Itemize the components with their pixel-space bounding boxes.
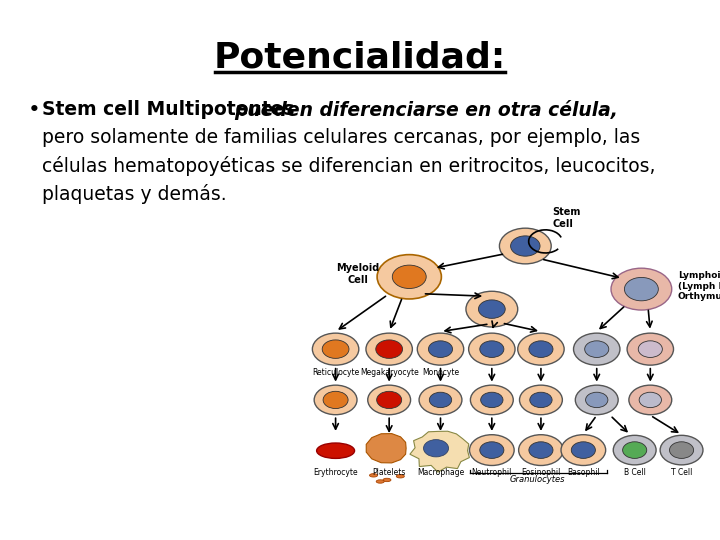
- Circle shape: [377, 392, 402, 409]
- Circle shape: [624, 278, 658, 301]
- Circle shape: [480, 442, 504, 458]
- Circle shape: [530, 392, 552, 408]
- Polygon shape: [410, 431, 469, 472]
- Ellipse shape: [369, 474, 377, 477]
- Text: pero solamente de familias celulares cercanas, por ejemplo, las: pero solamente de familias celulares cer…: [42, 128, 640, 147]
- Text: Macrophage: Macrophage: [417, 468, 464, 477]
- Circle shape: [670, 442, 693, 458]
- Circle shape: [638, 341, 662, 357]
- Text: Granulocytes: Granulocytes: [510, 475, 566, 484]
- Circle shape: [480, 341, 504, 357]
- Text: Erythrocyte: Erythrocyte: [313, 468, 358, 477]
- Circle shape: [585, 392, 608, 408]
- Text: Basophil: Basophil: [567, 468, 600, 477]
- Text: células hematopoyéticas se diferencian en eritrocitos, leucocitos,: células hematopoyéticas se diferencian e…: [42, 156, 655, 176]
- Circle shape: [481, 392, 503, 408]
- Circle shape: [478, 300, 505, 319]
- Text: plaquetas y demás.: plaquetas y demás.: [42, 184, 227, 204]
- Circle shape: [428, 341, 453, 357]
- Ellipse shape: [377, 480, 384, 483]
- Circle shape: [510, 236, 540, 256]
- Circle shape: [629, 385, 672, 415]
- Text: Stem cell Multipotentes: Stem cell Multipotentes: [42, 100, 301, 119]
- Circle shape: [469, 333, 515, 365]
- Text: Potencialidad:: Potencialidad:: [214, 40, 506, 74]
- Ellipse shape: [317, 443, 354, 458]
- Circle shape: [366, 333, 413, 365]
- Circle shape: [392, 265, 426, 288]
- Circle shape: [611, 268, 672, 310]
- Circle shape: [529, 341, 553, 357]
- Text: •: •: [28, 100, 41, 120]
- Ellipse shape: [383, 478, 391, 482]
- Circle shape: [429, 392, 451, 408]
- Circle shape: [469, 435, 514, 465]
- Circle shape: [377, 255, 441, 299]
- Circle shape: [561, 435, 606, 465]
- Circle shape: [627, 333, 673, 365]
- Text: Megakaryocyte: Megakaryocyte: [360, 368, 418, 376]
- Circle shape: [529, 442, 553, 458]
- Text: T Cell: T Cell: [671, 468, 692, 477]
- Circle shape: [368, 385, 410, 415]
- Circle shape: [518, 435, 563, 465]
- Text: B Cell: B Cell: [624, 468, 646, 477]
- Circle shape: [376, 340, 402, 359]
- Circle shape: [423, 440, 449, 457]
- Text: Lymphoid
(Lymph Node
Orthymus): Lymphoid (Lymph Node Orthymus): [678, 271, 720, 301]
- Text: Reticulocyte: Reticulocyte: [312, 368, 359, 376]
- Text: Neutrophil: Neutrophil: [472, 468, 512, 477]
- Circle shape: [312, 333, 359, 365]
- Circle shape: [660, 435, 703, 465]
- Circle shape: [623, 442, 647, 458]
- Ellipse shape: [396, 475, 405, 478]
- Text: Myeloid
Cell: Myeloid Cell: [336, 263, 379, 285]
- Circle shape: [419, 385, 462, 415]
- Circle shape: [418, 333, 464, 365]
- Circle shape: [323, 340, 349, 359]
- Circle shape: [613, 435, 656, 465]
- Circle shape: [466, 291, 518, 327]
- Circle shape: [323, 392, 348, 409]
- Circle shape: [574, 333, 620, 365]
- Circle shape: [314, 385, 357, 415]
- Circle shape: [575, 385, 618, 415]
- Circle shape: [571, 442, 595, 458]
- Polygon shape: [366, 434, 406, 463]
- Text: Stem
Cell: Stem Cell: [552, 207, 580, 229]
- Circle shape: [470, 385, 513, 415]
- Text: Eosinophil: Eosinophil: [521, 468, 561, 477]
- Text: Platelets: Platelets: [372, 468, 406, 477]
- Text: pueden diferenciarse en otra célula,: pueden diferenciarse en otra célula,: [234, 100, 618, 120]
- Text: Monocyte: Monocyte: [422, 368, 459, 376]
- Circle shape: [500, 228, 552, 264]
- Circle shape: [520, 385, 562, 415]
- Circle shape: [585, 341, 609, 357]
- Circle shape: [639, 392, 662, 408]
- Circle shape: [518, 333, 564, 365]
